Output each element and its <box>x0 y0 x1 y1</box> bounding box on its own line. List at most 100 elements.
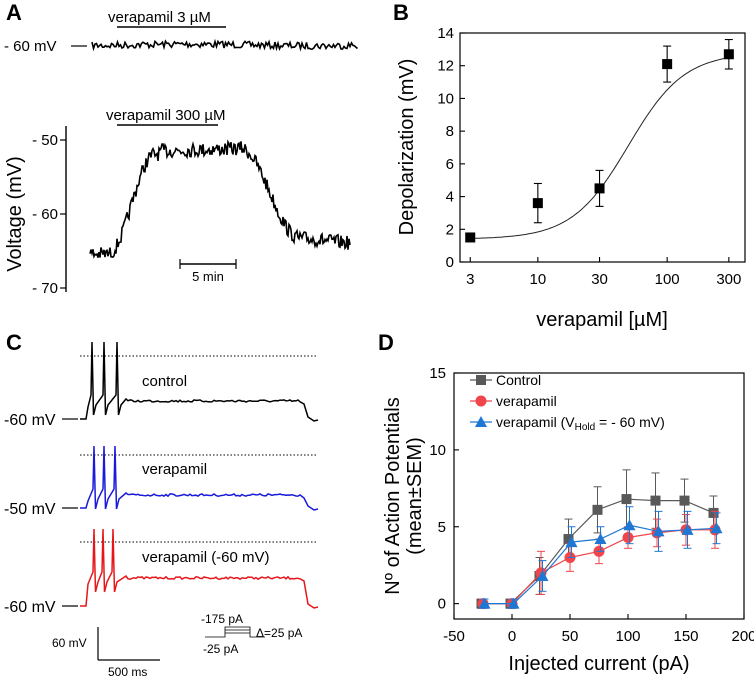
time-scale-label: 5 min <box>192 269 224 284</box>
d-data-point <box>650 495 661 506</box>
b-data-point <box>465 232 476 243</box>
b-y-tick-label: 12 <box>437 58 454 75</box>
d-data-point <box>622 532 634 544</box>
d-data-point <box>565 536 578 548</box>
b-y-ticks: 0 2 4 6 8 10 12 14 <box>437 25 465 271</box>
panel-a-label: A <box>6 0 22 25</box>
trace-verapamil-60 <box>80 528 319 609</box>
legend-marker-verapamil-60 <box>475 416 487 427</box>
d-y-axis-title-line1: Nº of Action Potentials <box>382 397 404 594</box>
trace-control <box>80 341 319 422</box>
verapamil-baseline-label: -50 mV <box>4 501 56 518</box>
d-data-point <box>710 522 723 534</box>
d-y-tick-label: 0 <box>438 596 446 613</box>
top-trace-label: verapamil 3 µM <box>108 9 211 26</box>
d-data-point <box>681 523 694 535</box>
protocol-step <box>205 626 265 638</box>
b-x-ticks: 3 10 30 100 300 <box>466 257 741 288</box>
d-x-tick-label: 50 <box>562 628 579 645</box>
d-data-point <box>652 525 665 537</box>
legend-label-verapamil-60: verapamil (VHold = - 60 mV) <box>496 414 665 433</box>
b-x-tick-label: 100 <box>655 271 680 288</box>
legend-label-verapamil-60-tail: = - 60 mV) <box>595 414 665 430</box>
d-x-tick-label: 200 <box>731 628 754 645</box>
b-x-tick-label: 30 <box>591 271 608 288</box>
panel-c: C control -60 mV verapamil -50 mV verapa… <box>4 330 319 679</box>
b-data-point <box>594 183 605 194</box>
b-data-points <box>465 38 734 243</box>
protocol-top-label: -175 pA <box>201 612 243 626</box>
d-y-tick-label: 15 <box>429 365 446 382</box>
d-y-tick-label: 5 <box>438 519 446 536</box>
b-plot-frame <box>459 32 746 263</box>
d-data-point <box>478 597 491 609</box>
trace-control-label: control <box>142 373 187 390</box>
protocol-step <box>225 629 250 634</box>
d-data-point <box>594 533 607 545</box>
b-y-tick-label: 2 <box>446 221 454 238</box>
b-y-tick-label: 4 <box>446 189 454 206</box>
d-data-point <box>621 494 632 505</box>
d-data-point <box>623 519 636 531</box>
a-y-tick-label: - 70 <box>32 280 58 297</box>
d-plot-frame <box>453 372 745 620</box>
trace-verapamil-label: verapamil <box>142 461 207 478</box>
bottom-trace-label: verapamil 300 µM <box>106 107 226 124</box>
b-y-tick-label: 6 <box>446 156 454 173</box>
d-x-axis-title: Injected current (pA) <box>508 653 689 675</box>
voltage-scale-label: 60 mV <box>52 636 87 650</box>
b-x-tick-label: 300 <box>716 271 741 288</box>
legend-label-verapamil-60-main: verapamil (V <box>496 414 575 430</box>
protocol-bottom-label: -25 pA <box>203 642 238 656</box>
d-x-tick-label: 150 <box>673 628 698 645</box>
control-baseline-label: -60 mV <box>4 412 56 429</box>
panel-b: B 0 2 4 6 8 10 12 14 3 10 30 100 300 Depolarization… <box>393 0 746 331</box>
time-scale-label-c: 500 ms <box>108 665 147 679</box>
panel-a: A verapamil 3 µM - 60 mV verapamil 300 µ… <box>4 0 358 297</box>
b-y-axis-title: Depolarization (mV) <box>396 59 418 236</box>
d-y-axis-title-line2: (mean±SEM) <box>404 437 426 555</box>
b-y-tick-label: 0 <box>446 254 454 271</box>
b-y-tick-label: 10 <box>437 90 454 107</box>
d-x-tick-label: -50 <box>443 628 465 645</box>
verapamil-60-baseline-label: -60 mV <box>4 599 56 616</box>
trace-a-top <box>91 38 358 52</box>
panel-c-label: C <box>6 330 22 355</box>
panel-d: D 0 5 10 15 -50 0 50 100 150 200 Nº of Action Po… <box>378 330 754 675</box>
d-series <box>476 469 723 610</box>
d-data-point <box>536 569 549 581</box>
panel-d-label: D <box>378 330 394 355</box>
b-fit-curve <box>467 57 730 239</box>
d-data-point <box>679 495 690 506</box>
b-x-tick-label: 3 <box>466 271 474 288</box>
d-data-point <box>592 504 603 515</box>
legend-marker-control <box>476 375 486 385</box>
a-y-tick-label: - 60 <box>32 206 58 223</box>
b-y-tick-label: 8 <box>446 123 454 140</box>
b-data-point <box>723 49 734 60</box>
a-y-tick-label: - 50 <box>32 132 58 149</box>
legend-marker-verapamil <box>475 395 487 407</box>
d-x-ticks: -50 0 50 100 150 200 <box>443 614 754 645</box>
b-x-tick-label: 10 <box>530 271 547 288</box>
b-data-point <box>662 59 673 70</box>
d-x-tick-label: 100 <box>615 628 640 645</box>
d-data-point <box>563 534 574 545</box>
d-y-tick-label: 10 <box>429 442 446 459</box>
trace-verapamil <box>80 445 319 511</box>
trace-verapamil-60-label: verapamil (-60 mV) <box>142 549 270 566</box>
d-legend: Control verapamil verapamil (VHold = - 6… <box>470 372 665 433</box>
b-data-point <box>532 198 543 209</box>
trace-a-bottom <box>89 139 351 259</box>
a-y-axis-title: Voltage (mV) <box>4 156 26 272</box>
d-x-tick-label: 0 <box>508 628 516 645</box>
legend-label-verapamil: verapamil <box>496 393 557 409</box>
legend-label-control: Control <box>496 372 541 388</box>
d-data-point <box>507 597 520 609</box>
top-baseline-label: - 60 mV <box>4 38 57 55</box>
d-y-ticks: 0 5 10 15 <box>429 365 459 613</box>
panel-b-label: B <box>393 0 409 25</box>
protocol-step-label: Δ=25 pA <box>256 626 302 640</box>
b-y-tick-label: 14 <box>437 25 454 42</box>
